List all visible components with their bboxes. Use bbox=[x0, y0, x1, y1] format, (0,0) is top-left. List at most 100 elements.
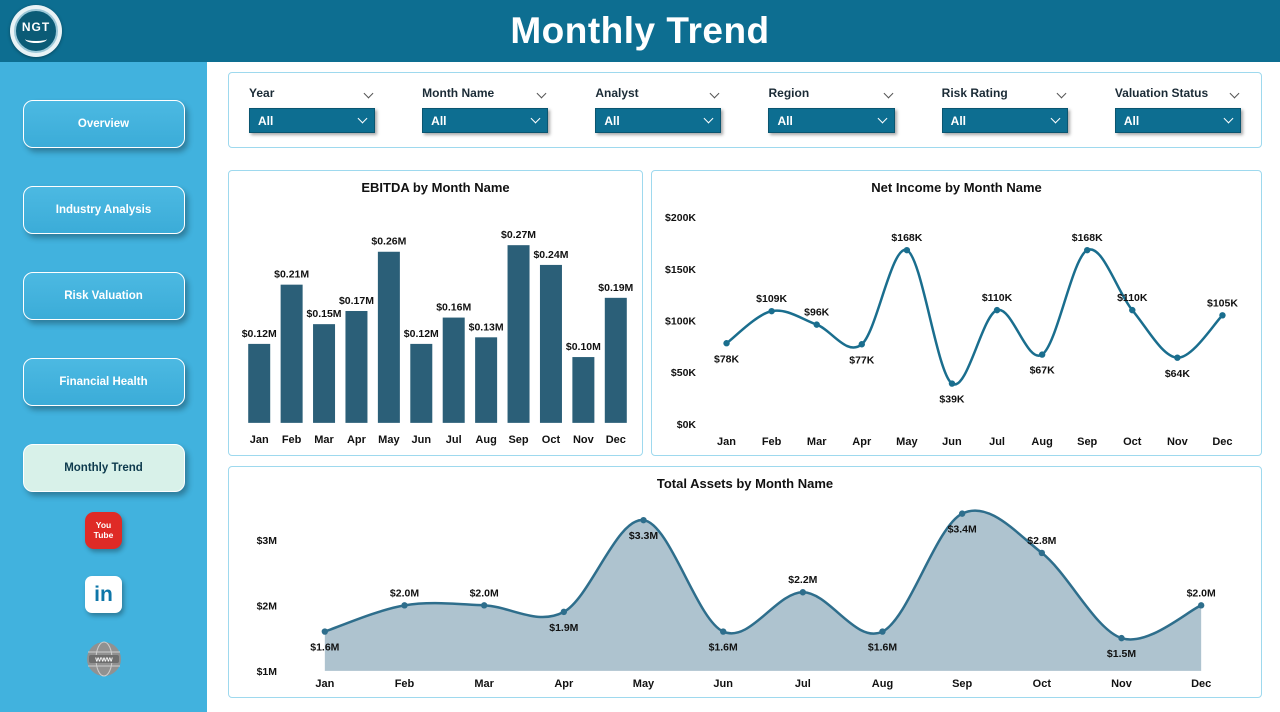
svg-text:$0.27M: $0.27M bbox=[501, 229, 536, 241]
filter-month-value: All bbox=[431, 113, 447, 128]
svg-text:$39K: $39K bbox=[939, 394, 964, 406]
chevron-down-icon[interactable] bbox=[883, 88, 894, 98]
svg-text:$64K: $64K bbox=[1165, 368, 1190, 380]
svg-text:Oct: Oct bbox=[542, 434, 561, 446]
svg-text:$77K: $77K bbox=[849, 354, 874, 366]
filter-region-label: Region bbox=[768, 86, 810, 100]
svg-text:Nov: Nov bbox=[573, 434, 595, 446]
svg-text:$78K: $78K bbox=[714, 353, 739, 365]
total-assets-chart-title: Total Assets by Month Name bbox=[656, 476, 834, 491]
svg-text:Dec: Dec bbox=[1212, 436, 1232, 448]
svg-text:Jul: Jul bbox=[795, 678, 811, 690]
filter-valuation-status-value: All bbox=[1123, 113, 1140, 128]
svg-text:May: May bbox=[378, 434, 400, 446]
svg-text:Jun: Jun bbox=[412, 434, 432, 446]
top-charts-row: EBITDA by Month Name $0.12M Jan $0.21M Feb $… bbox=[228, 170, 1262, 456]
svg-text:Dec: Dec bbox=[1191, 678, 1211, 690]
website-globe-icon[interactable]: www bbox=[85, 640, 123, 678]
filter-risk-rating-label: Risk Rating bbox=[941, 86, 1008, 100]
svg-text:$1.9M: $1.9M bbox=[549, 622, 578, 634]
filter-year-label: Year bbox=[249, 86, 275, 100]
svg-text:$2.8M: $2.8M bbox=[1027, 535, 1056, 547]
filter-month-name: Month Name All bbox=[422, 86, 549, 147]
svg-text:Mar: Mar bbox=[474, 678, 494, 690]
svg-text:Oct: Oct bbox=[1123, 436, 1142, 448]
svg-text:Jun: Jun bbox=[942, 436, 962, 448]
sidebar-item-industry-analysis[interactable]: Industry Analysis bbox=[22, 186, 185, 234]
sidebar-item-overview[interactable]: Overview bbox=[22, 100, 185, 148]
svg-text:$110K: $110K bbox=[982, 292, 1013, 304]
total-assets-area-chart[interactable]: $1M $2M $3M $1.6M Jan $2.0M Feb $2.0M Mar $1.9M Ap… bbox=[229, 497, 1261, 697]
social-links: You Tube in www bbox=[85, 512, 123, 678]
svg-text:Aug: Aug bbox=[475, 434, 496, 446]
filter-analyst: Analyst All bbox=[595, 86, 722, 147]
filter-analyst-value: All bbox=[604, 113, 620, 128]
logo-text: NGT bbox=[21, 19, 51, 34]
main-content: Year All Month Name All bbox=[207, 62, 1280, 712]
svg-text:$0.21M: $0.21M bbox=[274, 269, 309, 281]
filter-dropdown-year[interactable]: All bbox=[249, 108, 376, 133]
sidebar-item-monthly-trend[interactable]: Monthly Trend bbox=[22, 444, 185, 492]
ebitda-bar-chart[interactable]: $0.12M Jan $0.21M Feb $0.15M Mar $0.17M Apr $0.2… bbox=[229, 201, 642, 455]
filter-dropdown-region[interactable]: All bbox=[768, 108, 895, 133]
chevron-down-icon[interactable] bbox=[536, 88, 547, 98]
filter-dropdown-month-name[interactable]: All bbox=[422, 108, 549, 133]
svg-text:$0K: $0K bbox=[677, 419, 697, 431]
filter-year: Year All bbox=[249, 86, 376, 147]
svg-text:$0.17M: $0.17M bbox=[339, 295, 374, 307]
svg-text:$0.15M: $0.15M bbox=[307, 308, 342, 320]
svg-text:$0.10M: $0.10M bbox=[566, 341, 601, 353]
chevron-down-icon bbox=[1223, 113, 1234, 124]
svg-text:Mar: Mar bbox=[314, 434, 334, 446]
chevron-down-icon[interactable] bbox=[1229, 88, 1240, 98]
svg-text:Apr: Apr bbox=[554, 678, 574, 690]
svg-text:$2.2M: $2.2M bbox=[788, 574, 817, 586]
svg-text:Dec: Dec bbox=[606, 434, 626, 446]
filter-year-value: All bbox=[258, 113, 274, 128]
youtube-text-top: You bbox=[95, 519, 112, 530]
svg-text:$0.16M: $0.16M bbox=[436, 302, 471, 314]
net-income-chart-panel: Net Income by Month Name $0K $50K $100K $15… bbox=[651, 170, 1262, 456]
filter-dropdown-risk-rating[interactable]: All bbox=[941, 108, 1068, 133]
svg-text:$0.24M: $0.24M bbox=[533, 249, 568, 261]
sidebar: Overview Industry Analysis Risk Valuatio… bbox=[0, 62, 207, 712]
svg-text:Apr: Apr bbox=[347, 434, 367, 446]
linkedin-text: in bbox=[94, 582, 113, 606]
sidebar-item-financial-health[interactable]: Financial Health bbox=[22, 358, 185, 406]
svg-text:$67K: $67K bbox=[1030, 365, 1055, 377]
svg-text:Apr: Apr bbox=[852, 436, 872, 448]
svg-text:Feb: Feb bbox=[282, 434, 302, 446]
linkedin-icon[interactable]: in bbox=[85, 576, 122, 613]
chevron-down-icon[interactable] bbox=[1056, 88, 1067, 98]
svg-text:$105K: $105K bbox=[1207, 297, 1238, 309]
sidebar-item-risk-valuation[interactable]: Risk Valuation bbox=[22, 272, 185, 320]
svg-text:Feb: Feb bbox=[762, 436, 782, 448]
svg-text:$168K: $168K bbox=[1072, 232, 1103, 244]
filter-bar: Year All Month Name All bbox=[228, 72, 1262, 148]
svg-text:Sep: Sep bbox=[508, 434, 528, 446]
svg-text:Jul: Jul bbox=[446, 434, 462, 446]
filter-dropdown-valuation-status[interactable]: All bbox=[1114, 108, 1241, 133]
filter-region: Region All bbox=[768, 86, 895, 147]
logo-emblem: NGT bbox=[14, 9, 58, 53]
svg-text:$2.0M: $2.0M bbox=[390, 587, 419, 599]
filter-risk-rating-value: All bbox=[950, 113, 966, 128]
chevron-down-icon bbox=[704, 113, 714, 124]
svg-text:$3.4M: $3.4M bbox=[948, 524, 977, 536]
chevron-down-icon[interactable] bbox=[363, 88, 374, 98]
svg-text:$0.26M: $0.26M bbox=[371, 236, 406, 248]
chevron-down-icon bbox=[877, 113, 888, 124]
filter-valuation-status-label: Valuation Status bbox=[1114, 86, 1209, 100]
svg-text:$0.13M: $0.13M bbox=[469, 321, 504, 333]
filter-dropdown-analyst[interactable]: All bbox=[595, 108, 722, 133]
svg-text:$0.12M: $0.12M bbox=[242, 328, 277, 340]
chevron-down-icon[interactable] bbox=[710, 88, 720, 98]
svg-text:Oct: Oct bbox=[1033, 678, 1052, 690]
net-income-line-chart[interactable]: $0K $50K $100K $150K $200K $78K Jan $109K Feb $96… bbox=[652, 201, 1261, 455]
company-logo: NGT bbox=[10, 5, 62, 57]
chevron-down-icon bbox=[530, 113, 541, 124]
svg-text:$96K: $96K bbox=[804, 307, 829, 319]
youtube-icon[interactable]: You Tube bbox=[85, 512, 122, 549]
filter-risk-rating: Risk Rating All bbox=[941, 86, 1068, 147]
svg-text:May: May bbox=[896, 436, 918, 448]
